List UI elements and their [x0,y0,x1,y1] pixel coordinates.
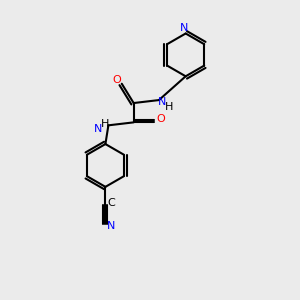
Text: O: O [156,114,165,124]
Text: N: N [106,221,115,231]
Text: O: O [112,75,121,85]
Text: N: N [180,23,188,33]
Text: N: N [158,97,166,106]
Text: C: C [107,198,115,208]
Text: N: N [94,124,102,134]
Text: H: H [165,102,173,112]
Text: H: H [101,119,110,129]
